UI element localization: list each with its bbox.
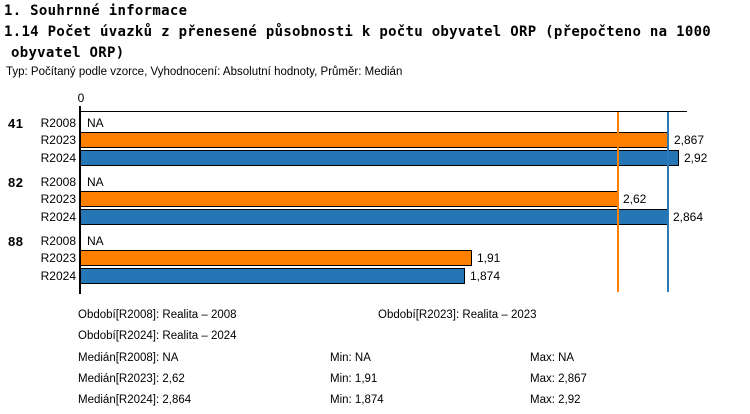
legend-max-r2024: Max: 2,92 [530,394,581,406]
legend-period-r2023: Období[R2023]: Realita – 2023 [378,309,537,321]
legend-min-r2024: Min: 1,874 [330,394,384,406]
legend-max-r2023: Max: 2,867 [530,373,587,385]
bar-chart-plot: 0 41 R2008 NA R2023 2,867 R2024 2,92 82 R2008 NA R… [8,91,708,294]
series-label-R2024: R2024 [40,269,76,283]
na-value-label: NA [87,116,104,130]
group-label-82: 82 [8,175,24,190]
bar-R2024 [80,209,668,225]
series-label-R2023: R2023 [40,251,76,265]
median-line-R2024 [667,112,669,292]
na-value-label: NA [87,234,104,248]
series-label-R2023: R2023 [40,133,76,147]
bar-R2023 [80,191,618,207]
legend-min-r2023: Min: 1,91 [330,373,378,385]
legend-median-r2023: Medián[R2023]: 2,62 [78,373,185,385]
series-label-R2023: R2023 [40,192,76,206]
series-label-R2024: R2024 [40,210,76,224]
legend-period-r2024: Období[R2024]: Realita – 2024 [78,330,237,342]
bar-value-label: 1,91 [477,251,501,265]
bar-R2024 [80,268,465,284]
group-label-41: 41 [8,116,24,131]
legend-median-r2008: Medián[R2008]: NA [78,352,179,364]
bar-value-label: 2,867 [674,133,705,147]
legend-max-r2008: Max: NA [530,352,575,364]
section-title: 1. Souhrnné informace [4,3,188,19]
bar-value-label: 2,62 [623,192,647,206]
bar-R2024 [80,150,679,166]
bar-value-label: 2,92 [684,151,708,165]
median-line-R2023 [617,112,619,292]
chart-subtitle: Typ: Počítaný podle vzorce, Vyhodnocení:… [6,66,403,78]
legend-min-r2008: Min: NA [330,352,371,364]
series-label-R2008: R2008 [40,175,76,189]
legend-period-r2008: Období[R2008]: Realita – 2008 [78,309,237,321]
chart-title-line1: 1.14 Počet úvazků z přenesené působnosti… [4,24,712,40]
group-label-88: 88 [8,234,24,249]
bar-R2023 [80,132,669,148]
chart-title-line2: obyvatel ORP) [11,45,125,61]
x-axis-zero-tick-label: 0 [77,91,85,105]
series-label-R2024: R2024 [40,151,76,165]
series-label-R2008: R2008 [40,116,76,130]
legend-median-r2024: Medián[R2024]: 2,864 [78,394,192,406]
bar-R2023 [80,250,472,266]
series-label-R2008: R2008 [40,234,76,248]
na-value-label: NA [87,175,104,189]
bar-value-label: 1,874 [470,269,501,283]
plot-top-border-line [80,111,687,112]
bar-value-label: 2,864 [673,210,704,224]
